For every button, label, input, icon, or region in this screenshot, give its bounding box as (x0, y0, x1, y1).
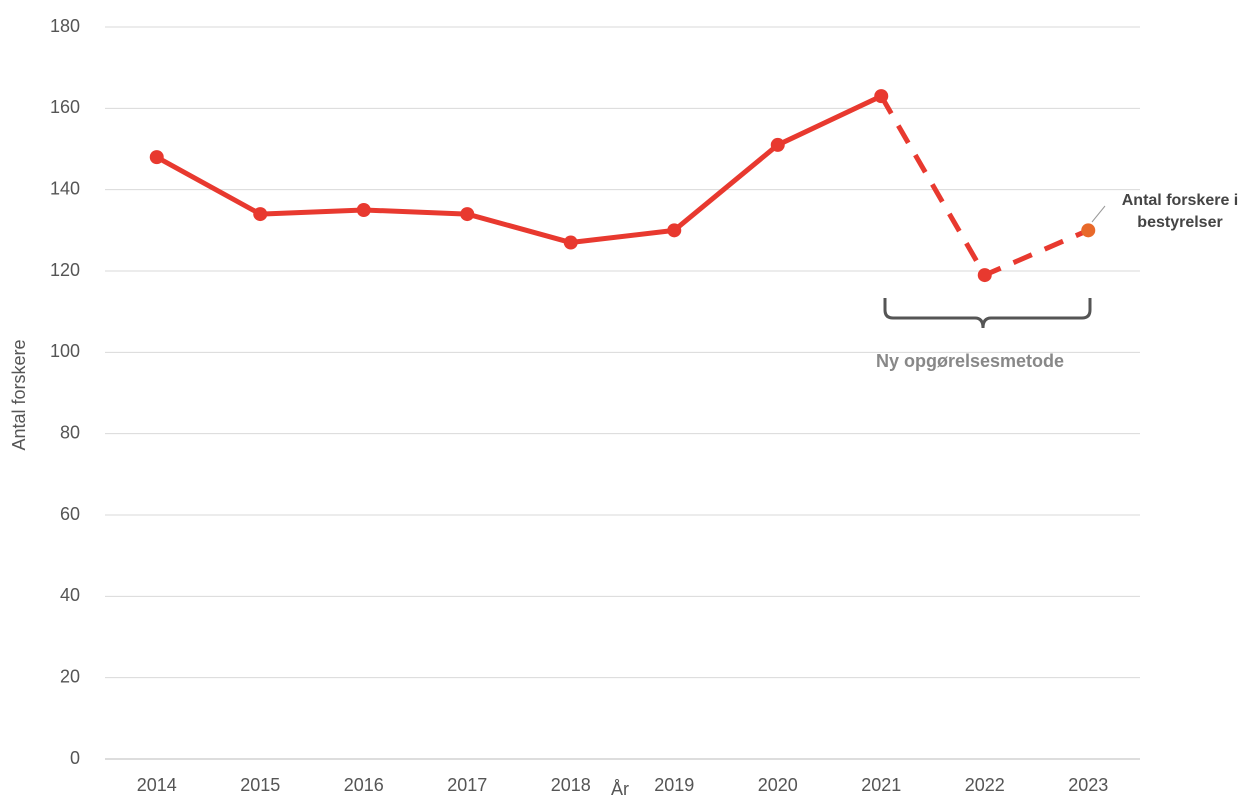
marker (977, 268, 992, 283)
y-tick-label: 160 (50, 97, 80, 117)
y-tick-label: 180 (50, 16, 80, 36)
marker (460, 207, 475, 222)
line (155, 93, 883, 246)
marker (667, 223, 682, 238)
x-tick-label: 2014 (137, 775, 177, 795)
y-tick-label: 20 (60, 666, 80, 686)
y-tick-label: 40 (60, 585, 80, 605)
marker (149, 150, 164, 165)
x-tick-label: 2018 (551, 775, 591, 795)
marker (563, 235, 578, 250)
marker (874, 89, 889, 104)
marker (356, 203, 371, 217)
y-tick-label: 100 (50, 341, 80, 361)
x-tick-label: 2021 (861, 775, 901, 795)
x-axis-label: År (611, 779, 629, 799)
annotation: Ny opgørelsesmetode (876, 351, 1064, 371)
marker (770, 137, 785, 152)
x-tick-label: 2020 (758, 775, 798, 795)
x-tick-label: 2022 (965, 775, 1005, 795)
y-tick-label: 80 (60, 422, 80, 442)
y-tick-label: 120 (50, 260, 80, 280)
y-tick-label: 0 (70, 748, 80, 768)
x-tick-label: 2019 (654, 775, 694, 795)
y-tick-label: 60 (60, 504, 80, 524)
x-tick-label: 2016 (344, 775, 384, 795)
x-tick-label: 2017 (447, 775, 487, 795)
y-axis-label: Antal forskere (9, 339, 29, 450)
brace (883, 298, 1092, 329)
marker (1081, 223, 1096, 238)
leader-line (1091, 205, 1106, 223)
x-tick-label: 2015 (240, 775, 280, 795)
series-label: Antal forskere i bestyrelser (1121, 192, 1239, 231)
x-tick-label: 2023 (1068, 775, 1108, 795)
marker (253, 207, 268, 222)
line-dashed (879, 94, 1090, 278)
y-tick-label: 140 (50, 178, 80, 198)
